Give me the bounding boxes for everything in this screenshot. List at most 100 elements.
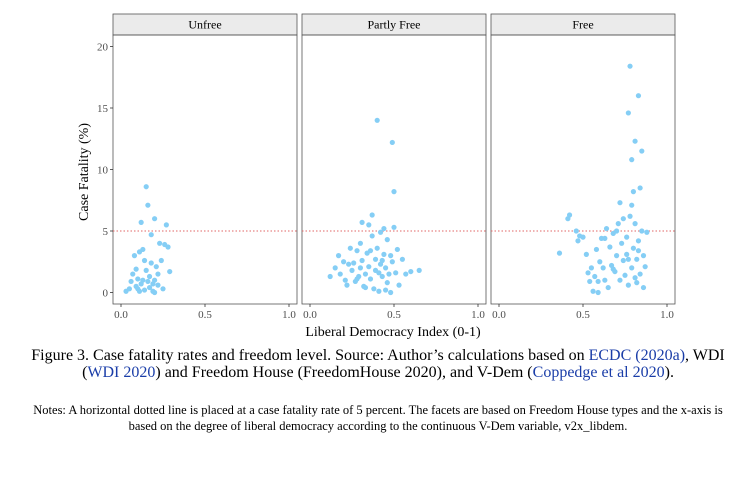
- data-point: [155, 282, 161, 288]
- data-point: [634, 256, 640, 262]
- data-point: [642, 264, 648, 270]
- data-point: [337, 271, 343, 277]
- data-point: [629, 157, 635, 163]
- data-point: [384, 237, 390, 243]
- data-point: [403, 271, 409, 277]
- data-point: [140, 246, 146, 253]
- data-point: [389, 139, 395, 146]
- data-point: [163, 222, 169, 228]
- data-point: [362, 284, 369, 291]
- data-point: [374, 117, 380, 123]
- data-point: [148, 232, 154, 238]
- data-point: [143, 184, 149, 190]
- data-point: [635, 248, 642, 254]
- data-point: [341, 259, 347, 265]
- data-point: [573, 228, 579, 234]
- data-point: [624, 234, 630, 240]
- data-point: [566, 212, 573, 218]
- y-tick-label: 5: [103, 226, 109, 238]
- faceted-scatter-chart: Unfree 0.0 0.5 1.0 0 5 10 15 20 Partly Free 0.0 0.5…: [77, 13, 676, 340]
- data-point: [146, 273, 153, 280]
- data-point: [635, 238, 642, 244]
- x-tick-label: 0.5: [576, 309, 590, 321]
- data-point: [346, 261, 352, 267]
- data-point: [357, 240, 363, 246]
- data-point: [597, 259, 603, 265]
- data-point: [347, 245, 353, 251]
- data-point: [629, 202, 635, 208]
- data-point: [593, 246, 600, 253]
- data-point: [371, 286, 377, 292]
- facet-strip-label: Partly Free: [368, 18, 421, 32]
- x-tick-label: 0.5: [387, 309, 401, 321]
- data-point: [367, 276, 374, 282]
- data-point: [619, 240, 625, 246]
- data-point: [391, 189, 397, 195]
- data-point: [588, 265, 595, 271]
- data-point: [381, 225, 387, 232]
- y-tick-label: 15: [97, 103, 109, 115]
- data-point: [152, 277, 158, 283]
- facet-unfree: Unfree 0.0 0.5 1.0 0 5 10 15 20: [97, 13, 298, 321]
- data-point: [556, 250, 563, 256]
- caption-ref-ecdc[interactable]: ECDC (2020a): [588, 347, 686, 364]
- data-point: [152, 216, 158, 222]
- data-point: [372, 256, 379, 262]
- data-point: [165, 244, 171, 250]
- y-axis-title: Case Fatality (%): [77, 123, 92, 221]
- data-point: [354, 276, 360, 282]
- data-point: [157, 240, 163, 246]
- x-tick-label: 1.0: [660, 309, 674, 321]
- data-point: [145, 278, 151, 285]
- panel-border: [112, 34, 298, 305]
- data-point: [603, 225, 610, 232]
- data-point: [376, 270, 382, 276]
- data-point: [416, 267, 422, 273]
- data-point: [640, 253, 647, 259]
- data-point: [141, 257, 148, 264]
- data-point: [644, 229, 650, 235]
- figure-caption: Figure 3. Case fatality rates and freedo…: [20, 347, 736, 381]
- data-point: [620, 257, 626, 264]
- data-point: [634, 280, 640, 286]
- data-point: [622, 272, 628, 278]
- data-point: [592, 273, 598, 280]
- data-point: [332, 265, 338, 271]
- data-point: [384, 280, 390, 286]
- caption-mid-2: ) and Freedom House (FreedomHouse 2020),…: [155, 364, 533, 381]
- data-point: [639, 148, 645, 154]
- x-axis-title: Liberal Democracy Index (0-1): [305, 325, 481, 340]
- data-point: [152, 289, 158, 296]
- data-point: [595, 278, 601, 285]
- data-point: [396, 282, 402, 288]
- data-point: [366, 264, 372, 270]
- data-point: [602, 277, 608, 283]
- data-point: [595, 289, 601, 296]
- data-point: [386, 271, 392, 277]
- facet-strip-label: Free: [572, 18, 593, 32]
- data-point: [379, 273, 385, 280]
- caption-lead: Figure 3. Case fatality rates and freedo…: [31, 347, 589, 364]
- y-tick-label: 20: [97, 42, 109, 54]
- data-point: [167, 268, 173, 275]
- data-point: [126, 286, 132, 292]
- data-point: [617, 277, 623, 283]
- data-point: [587, 278, 593, 285]
- data-point: [148, 260, 154, 266]
- data-point: [391, 224, 397, 230]
- data-point: [590, 288, 596, 294]
- data-point: [155, 271, 161, 277]
- data-point: [131, 253, 138, 259]
- data-point: [637, 271, 643, 277]
- data-point: [359, 219, 365, 225]
- data-point: [640, 284, 647, 291]
- data-point: [140, 277, 146, 283]
- caption-ref-wdi[interactable]: WDI 2020: [87, 364, 156, 381]
- data-point: [632, 221, 638, 227]
- data-point: [615, 221, 621, 227]
- caption-ref-coppedge[interactable]: Coppedge et al 2020: [532, 364, 665, 381]
- data-point: [141, 287, 148, 293]
- data-point: [342, 277, 348, 283]
- data-point: [614, 228, 620, 234]
- facet-strip-label: Unfree: [188, 18, 221, 32]
